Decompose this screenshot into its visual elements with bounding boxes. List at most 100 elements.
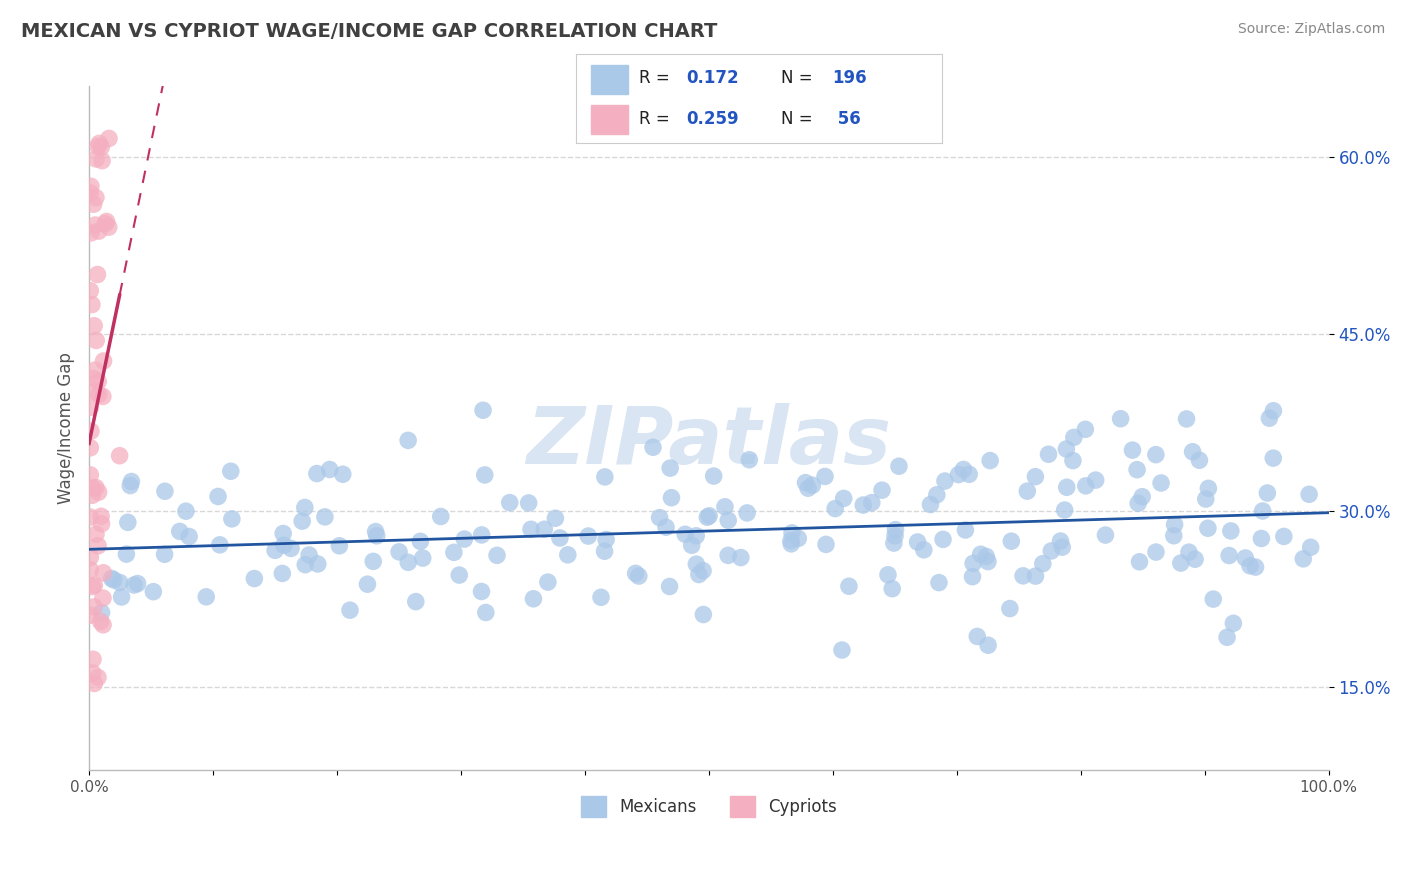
Point — [366, 529, 388, 543]
Point — [797, 481, 820, 495]
Point — [593, 470, 616, 484]
Point — [80, 179, 103, 194]
Point — [142, 584, 165, 599]
Point — [83, 578, 105, 592]
Point — [84, 334, 107, 348]
Point — [91, 591, 114, 605]
Point — [115, 547, 138, 561]
Point — [298, 548, 321, 562]
Point — [486, 549, 509, 563]
Point — [907, 535, 929, 549]
Point — [1012, 569, 1035, 583]
Point — [1121, 443, 1143, 458]
Point — [1197, 481, 1219, 495]
Point — [1256, 486, 1278, 500]
Text: Source: ZipAtlas.com: Source: ZipAtlas.com — [1237, 22, 1385, 37]
Point — [294, 500, 316, 515]
Point — [79, 608, 101, 623]
Point — [83, 676, 105, 690]
Point — [537, 575, 560, 590]
Point — [714, 500, 737, 514]
Point — [780, 537, 803, 551]
Point — [703, 469, 725, 483]
Point — [208, 538, 231, 552]
Point — [84, 218, 107, 232]
Point — [1000, 534, 1022, 549]
Text: 196: 196 — [832, 70, 868, 87]
Point — [79, 467, 101, 482]
Point — [79, 284, 101, 298]
Point — [89, 136, 111, 151]
Point — [557, 548, 579, 562]
Point — [692, 564, 714, 578]
Text: R =: R = — [638, 110, 675, 128]
Point — [91, 617, 114, 632]
Text: N =: N = — [782, 110, 818, 128]
Point — [655, 520, 678, 534]
Point — [1170, 556, 1192, 570]
Point — [882, 582, 904, 596]
Point — [860, 495, 883, 509]
Point — [832, 491, 855, 506]
Point — [117, 516, 139, 530]
Point — [533, 522, 555, 536]
Point — [93, 566, 115, 580]
Point — [593, 544, 616, 558]
Bar — [591, 65, 627, 94]
Point — [831, 643, 853, 657]
Text: N =: N = — [782, 70, 818, 87]
Point — [1258, 411, 1281, 425]
Point — [517, 496, 540, 510]
Point — [127, 576, 149, 591]
Point — [291, 514, 314, 528]
Point — [962, 570, 984, 584]
Point — [110, 590, 132, 604]
Point — [273, 538, 295, 552]
Point — [305, 467, 328, 481]
Point — [870, 483, 893, 498]
Point — [90, 509, 112, 524]
Point — [548, 531, 571, 545]
Point — [271, 566, 294, 581]
Point — [294, 558, 316, 572]
Point — [1195, 492, 1218, 507]
Point — [1239, 558, 1261, 573]
Point — [443, 545, 465, 559]
Point — [814, 469, 837, 483]
Point — [120, 475, 142, 489]
Point — [314, 509, 336, 524]
Point — [966, 629, 988, 643]
Point — [1298, 487, 1320, 501]
Point — [955, 523, 977, 537]
Point — [271, 526, 294, 541]
Point — [470, 584, 492, 599]
Point — [948, 467, 970, 482]
Point — [852, 498, 875, 512]
Point — [79, 563, 101, 577]
Point — [685, 557, 707, 571]
Point — [957, 467, 980, 482]
Point — [108, 449, 131, 463]
Point — [80, 424, 103, 438]
Point — [449, 568, 471, 582]
Point — [1144, 545, 1167, 559]
Point — [83, 318, 105, 333]
Point — [120, 478, 142, 492]
Point — [87, 375, 110, 389]
Point — [84, 527, 107, 541]
Point — [91, 153, 114, 168]
Point — [1049, 534, 1071, 549]
Point — [780, 525, 803, 540]
Point — [824, 501, 846, 516]
Point — [87, 139, 110, 153]
Point — [1163, 529, 1185, 543]
Point — [429, 509, 451, 524]
Point — [925, 488, 948, 502]
Point — [91, 389, 114, 403]
Point — [153, 547, 176, 561]
Point — [79, 510, 101, 524]
Point — [977, 555, 1000, 569]
Point — [405, 594, 427, 608]
Point — [1272, 529, 1295, 543]
Point — [219, 464, 242, 478]
